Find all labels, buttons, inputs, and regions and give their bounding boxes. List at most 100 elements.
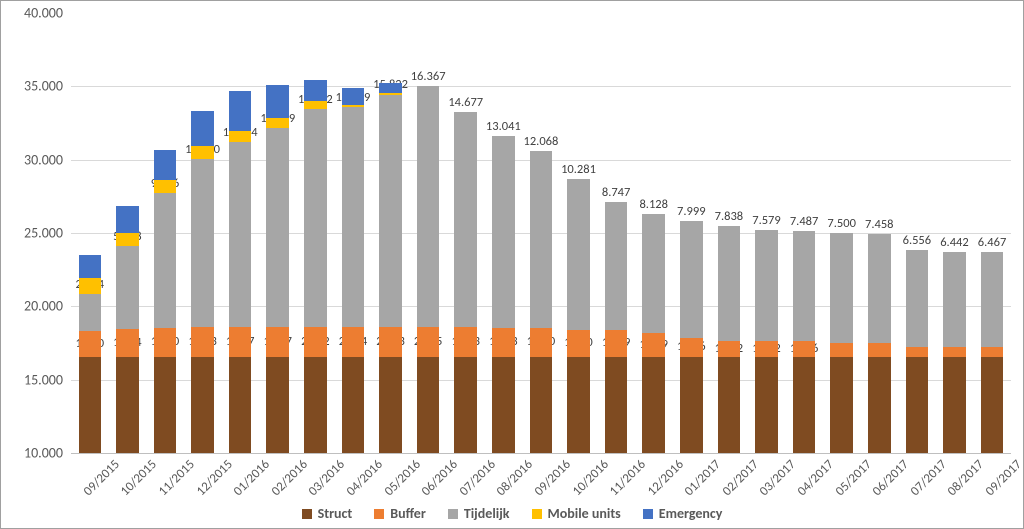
legend-swatch bbox=[374, 509, 384, 519]
stacked-bar bbox=[642, 214, 665, 453]
bar-segment-tijdelijk bbox=[567, 179, 590, 330]
x-axis-tick-label: 09/2016 bbox=[522, 453, 560, 503]
y-axis-tick-label: 35.000 bbox=[11, 78, 63, 95]
legend-label: Struct bbox=[318, 505, 353, 522]
stacked-bar bbox=[830, 233, 853, 453]
bar-slot: 1.8745.678 bbox=[109, 13, 147, 453]
bar-segment-buffer bbox=[530, 328, 553, 357]
y-axis-tick-label: 25.000 bbox=[11, 225, 63, 242]
bar-segment-buffer bbox=[454, 327, 477, 356]
bar-slot: 2.02414.959 bbox=[334, 13, 372, 453]
stacked-bar bbox=[116, 206, 139, 453]
bar-segment-tijdelijk bbox=[680, 221, 703, 338]
bar-slot: 1.99314.677 bbox=[447, 13, 485, 453]
bar-slot: 1.9509.186 bbox=[146, 13, 184, 453]
bar-segment-struct bbox=[755, 357, 778, 454]
bar-segment-struct bbox=[79, 357, 102, 454]
bar-segment-mobile bbox=[116, 233, 139, 246]
bar-segment-tijdelijk bbox=[379, 95, 402, 327]
data-label-tijdelijk: 16.367 bbox=[411, 69, 446, 84]
bar-segment-struct bbox=[342, 357, 365, 454]
x-axis-tick-label: 02/2016 bbox=[259, 453, 297, 503]
stacked-bar bbox=[868, 234, 891, 453]
bar-segment-tijdelijk bbox=[793, 231, 816, 341]
stacked-bar bbox=[755, 230, 778, 453]
bar-segment-struct bbox=[116, 357, 139, 454]
bar-segment-struct bbox=[567, 357, 590, 454]
bar-slot: 1.98713.609 bbox=[259, 13, 297, 453]
x-axis-tick-label: 10/2016 bbox=[560, 453, 598, 503]
bar-segment-struct bbox=[981, 357, 1004, 454]
bar-slot: 1.79010.281 bbox=[560, 13, 598, 453]
legend-label: Emergency bbox=[659, 505, 723, 522]
stacked-bar bbox=[605, 202, 628, 453]
bar-segment-tijdelijk bbox=[492, 136, 515, 327]
stacked-bar bbox=[379, 83, 402, 453]
data-label-tijdelijk: 8.128 bbox=[639, 197, 668, 212]
data-label-tijdelijk: 8.747 bbox=[602, 185, 631, 200]
x-axis-tick-label: 07/2017 bbox=[898, 453, 936, 503]
stacked-bar bbox=[154, 150, 177, 453]
bar-segment-buffer bbox=[793, 341, 816, 356]
x-axis-tick-label: 04/2016 bbox=[334, 453, 372, 503]
stacked-bar bbox=[718, 226, 741, 453]
bar-segment-tijdelijk bbox=[830, 233, 853, 343]
stacked-bar bbox=[567, 179, 590, 453]
bar-segment-tijdelijk bbox=[116, 246, 139, 329]
stacked-bar bbox=[981, 252, 1004, 453]
bar-segment-emergency bbox=[266, 85, 289, 118]
legend-label: Buffer bbox=[390, 505, 426, 522]
stacked-bar bbox=[680, 221, 703, 453]
x-axis-tick-label: 08/2016 bbox=[485, 453, 523, 503]
data-label-tijdelijk: 7.999 bbox=[677, 204, 706, 219]
bar-segment-struct bbox=[868, 357, 891, 454]
stacked-bar bbox=[79, 255, 102, 453]
bar-segment-buffer bbox=[680, 338, 703, 357]
bar-segment-emergency bbox=[154, 150, 177, 180]
bar-slot: 1.7202.554 bbox=[71, 13, 109, 453]
x-axis-tick-label: 05/2016 bbox=[372, 453, 410, 503]
bar-segment-struct bbox=[530, 357, 553, 454]
bar-segment-buffer bbox=[605, 330, 628, 356]
bar-segment-tijdelijk bbox=[755, 230, 778, 341]
x-axis-tick-label: 10/2015 bbox=[109, 453, 147, 503]
x-axis-tick-label: 08/2017 bbox=[936, 453, 974, 503]
legend-swatch bbox=[643, 509, 653, 519]
data-label-tijdelijk: 7.487 bbox=[790, 214, 819, 229]
bar-segment-buffer bbox=[492, 328, 515, 357]
bar-segment-struct bbox=[718, 357, 741, 454]
bar-segment-tijdelijk bbox=[191, 159, 214, 328]
bar-segment-tijdelijk bbox=[266, 128, 289, 328]
bar-segment-tijdelijk bbox=[943, 252, 966, 346]
legend: StructBufferTijdelijkMobile unitsEmergen… bbox=[1, 505, 1023, 522]
stacked-bar bbox=[906, 250, 929, 453]
x-axis-labels: 09/201510/201511/201512/201501/201602/20… bbox=[71, 453, 1011, 503]
bar-segment-buffer bbox=[718, 341, 741, 356]
bar-segment-tijdelijk bbox=[229, 142, 252, 327]
bar-segment-emergency bbox=[304, 80, 327, 102]
bar-slot: 1.0467.487 bbox=[785, 13, 823, 453]
stacked-bar bbox=[492, 136, 515, 453]
stacked-bar bbox=[530, 151, 553, 453]
stacked-bar bbox=[229, 91, 252, 453]
bar-segment-struct bbox=[417, 357, 440, 454]
legend-item-buffer: Buffer bbox=[374, 505, 426, 522]
bar-slot: 1.98311.500 bbox=[184, 13, 222, 453]
bar-segment-buffer bbox=[304, 327, 327, 357]
bar-segment-emergency bbox=[116, 206, 139, 232]
x-axis-tick-label: 03/2017 bbox=[748, 453, 786, 503]
x-axis-tick-label: 09/2015 bbox=[71, 453, 109, 503]
bar-segment-tijdelijk bbox=[79, 294, 102, 331]
bar-slot: 1.5998.128 bbox=[635, 13, 673, 453]
bar-slot: 2.04516.367 bbox=[409, 13, 447, 453]
bar-slot: 6796.556 bbox=[898, 13, 936, 453]
bar-segment-buffer bbox=[342, 327, 365, 357]
bar-segment-buffer bbox=[154, 328, 177, 357]
legend-swatch bbox=[532, 509, 542, 519]
bar-slot: 1.98712.624 bbox=[221, 13, 259, 453]
x-axis-tick-label: 11/2016 bbox=[597, 453, 635, 503]
data-label-tijdelijk: 10.281 bbox=[561, 162, 596, 177]
bar-segment-buffer bbox=[906, 347, 929, 357]
x-axis-tick-label: 11/2015 bbox=[146, 453, 184, 503]
stacked-bar bbox=[304, 80, 327, 453]
